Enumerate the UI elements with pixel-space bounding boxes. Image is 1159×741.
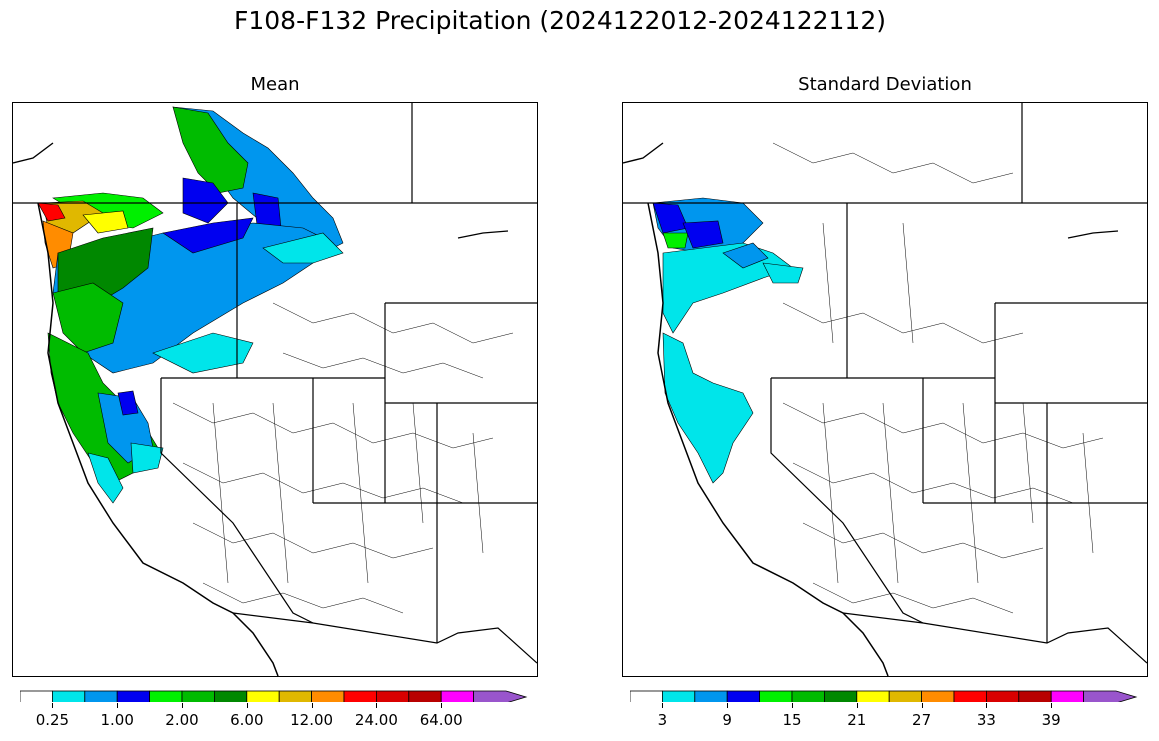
stddev-colorbar-tick-mark — [727, 703, 729, 708]
stddev-colorbar-tick-label: 15 — [782, 711, 802, 729]
stddev-boundaries — [623, 103, 1147, 664]
mean-colorbar-tick-label: 0.25 — [35, 711, 70, 729]
stddev-colorbar-cell — [1018, 690, 1052, 702]
stddev-colorbar-tick-mark — [986, 703, 988, 708]
mean-colorbar — [20, 690, 528, 702]
stddev-colorbar-cell — [1050, 690, 1085, 702]
stddev-colorbar-tick-mark — [792, 703, 793, 708]
mean-colorbar-cell — [84, 690, 118, 702]
stddev-colorbar-tick-label: 33 — [976, 711, 996, 729]
stddev-map[interactable] — [622, 102, 1148, 677]
stddev-coastline — [647, 202, 889, 676]
stddev-colorbar-cell — [823, 690, 858, 702]
mean-map[interactable] — [12, 102, 538, 677]
mean-colorbar-tick-mark — [311, 703, 313, 708]
mean-colorbar-cell — [311, 690, 345, 702]
stddev-colorbar-cell — [985, 690, 1020, 702]
mean-colorbar-tick-label: 64.00 — [419, 711, 463, 729]
mean-precip-regions — [37, 106, 344, 504]
stddev-colorbar-cell — [1083, 690, 1138, 702]
mean-colorbar-tick-mark — [117, 703, 119, 708]
mean-colorbar-cell — [52, 690, 86, 702]
stddev-panel-title: Standard Deviation — [798, 74, 972, 95]
mean-colorbar-tick-mark — [182, 703, 183, 708]
stddev-regions — [652, 197, 804, 484]
stddev-colorbar-tick-mark — [921, 703, 923, 708]
mean-panel-title: Mean — [250, 74, 300, 95]
mean-colorbar-tick-mark — [441, 703, 443, 708]
stddev-colorbar-cell — [630, 690, 663, 702]
mean-boundaries — [13, 103, 537, 664]
stddev-colorbar-tick-mark — [1051, 703, 1053, 708]
mean-colorbar-cell — [149, 690, 183, 702]
stddev-colorbar-tick-mark — [662, 703, 664, 708]
mean-colorbar-cell — [473, 690, 528, 702]
mean-colorbar-cell — [440, 690, 475, 702]
mean-colorbar-cell — [181, 690, 215, 702]
stddev-colorbar-cell — [662, 690, 696, 702]
mean-colorbar-tick-mark — [376, 703, 378, 708]
mean-colorbar-cell — [246, 690, 280, 702]
mean-coastline — [37, 202, 279, 676]
stddev-colorbar-tick-label: 3 — [657, 711, 668, 729]
stddev-basin-network — [772, 142, 1104, 614]
mean-colorbar-tick-label: 2.00 — [165, 711, 199, 729]
mean-basin-network — [172, 302, 514, 614]
stddev-colorbar-cell — [921, 690, 955, 702]
mean-colorbar-tick-mark — [246, 703, 248, 708]
stddev-colorbar-cell — [888, 690, 923, 702]
stddev-colorbar-tick-label: 39 — [1041, 711, 1061, 729]
mean-colorbar-cell — [20, 690, 53, 702]
stddev-colorbar-tick-label: 9 — [722, 711, 732, 729]
mean-colorbar-cell — [213, 690, 248, 702]
stddev-colorbar-cell — [759, 690, 793, 702]
stddev-colorbar-cell — [726, 690, 760, 702]
mean-colorbar-cell — [375, 690, 410, 702]
figure-title: F108-F132 Precipitation (2024122012-2024… — [233, 6, 886, 35]
stddev-colorbar-tick-label: 21 — [847, 711, 867, 729]
stddev-colorbar — [630, 690, 1138, 702]
mean-colorbar-tick-label: 6.00 — [230, 711, 264, 729]
mean-colorbar-tick-label: 12.00 — [290, 711, 334, 729]
stddev-colorbar-cell — [953, 690, 987, 702]
mean-colorbar-tick-label: 24.00 — [354, 711, 398, 729]
mean-colorbar-cell — [343, 690, 377, 702]
mean-colorbar-tick-mark — [52, 703, 54, 708]
stddev-colorbar-tick-label: 27 — [912, 711, 932, 729]
mean-colorbar-tick-label: 1.00 — [100, 711, 134, 729]
stddev-colorbar-cell — [791, 690, 825, 702]
mean-colorbar-cell — [278, 690, 313, 702]
stddev-colorbar-cell — [694, 690, 728, 702]
stddev-colorbar-cell — [856, 690, 890, 702]
mean-colorbar-cell — [408, 690, 442, 702]
stddev-colorbar-tick-mark — [856, 703, 858, 708]
mean-colorbar-cell — [116, 690, 150, 702]
